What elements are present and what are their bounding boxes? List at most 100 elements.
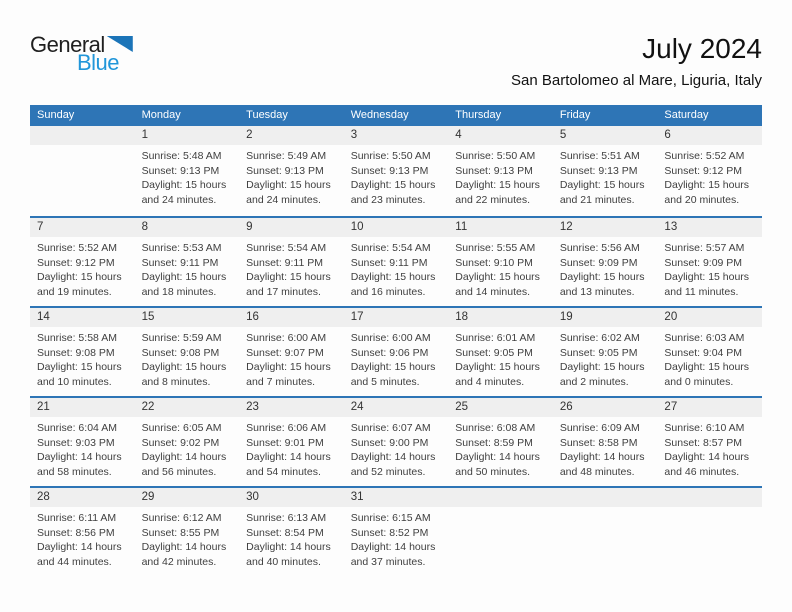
day-number xyxy=(30,126,135,145)
day-info: Sunrise: 5:49 AM Sunset: 9:13 PM Dayligh… xyxy=(239,145,344,207)
daylight-text: Daylight: 15 hours and 13 minutes. xyxy=(559,271,645,298)
sunrise-text: Sunrise: 5:51 AM xyxy=(559,150,640,162)
month-title: July 2024 xyxy=(642,33,762,64)
day-number: 28 xyxy=(30,488,135,507)
daylight-text: Daylight: 14 hours and 42 minutes. xyxy=(141,541,227,568)
day-info: Sunrise: 6:09 AM Sunset: 8:58 PM Dayligh… xyxy=(553,417,658,479)
day-number: 21 xyxy=(30,398,135,417)
day-cell-1: 1 Sunrise: 5:48 AM Sunset: 9:13 PM Dayli… xyxy=(134,126,240,216)
day-cell-empty xyxy=(30,126,135,216)
daylight-text: Daylight: 15 hours and 24 minutes. xyxy=(246,179,331,206)
sunrise-text: Sunrise: 6:02 AM xyxy=(559,332,640,344)
day-number: 5 xyxy=(552,126,658,145)
day-cell-19: 19 Sunrise: 6:02 AM Sunset: 9:05 PM Dayl… xyxy=(552,308,658,396)
day-number xyxy=(657,488,762,507)
sunset-text: Sunset: 9:12 PM xyxy=(37,256,115,269)
weekday-header-sunday: Sunday xyxy=(37,109,75,121)
day-info: Sunrise: 5:51 AM Sunset: 9:13 PM Dayligh… xyxy=(553,145,658,207)
day-cell-23: 23 Sunrise: 6:06 AM Sunset: 9:01 PM Dayl… xyxy=(239,398,344,486)
sunset-text: Sunset: 9:06 PM xyxy=(350,346,429,359)
sunset-text: Sunset: 9:13 PM xyxy=(559,164,638,177)
day-number xyxy=(552,488,658,507)
day-number: 9 xyxy=(239,218,344,237)
day-number: 15 xyxy=(134,308,240,327)
sunset-text: Sunset: 8:52 PM xyxy=(350,526,429,539)
day-info: Sunrise: 5:52 AM Sunset: 9:12 PM Dayligh… xyxy=(30,237,135,299)
day-info: Sunrise: 6:04 AM Sunset: 9:03 PM Dayligh… xyxy=(30,417,135,479)
daylight-text: Daylight: 15 hours and 23 minutes. xyxy=(350,179,436,206)
day-cell-16: 16 Sunrise: 6:00 AM Sunset: 9:07 PM Dayl… xyxy=(239,308,344,396)
day-number: 3 xyxy=(343,126,449,145)
day-number: 13 xyxy=(657,218,762,237)
day-info: Sunrise: 6:00 AM Sunset: 9:07 PM Dayligh… xyxy=(239,327,344,389)
sunrise-text: Sunrise: 6:06 AM xyxy=(246,422,327,434)
day-number: 19 xyxy=(552,308,658,327)
daylight-text: Daylight: 15 hours and 19 minutes. xyxy=(37,271,122,298)
calendar-table: Sunday Monday Tuesday Wednesday Thursday Frid… xyxy=(30,105,762,576)
sunrise-text: Sunrise: 6:13 AM xyxy=(246,512,327,524)
sunset-text: Sunset: 9:12 PM xyxy=(664,164,743,177)
day-info: Sunrise: 6:13 AM Sunset: 8:54 PM Dayligh… xyxy=(239,507,344,569)
day-cell-15: 15 Sunrise: 5:59 AM Sunset: 9:08 PM Dayl… xyxy=(134,308,240,396)
sunrise-text: Sunrise: 6:00 AM xyxy=(350,332,431,344)
day-info: Sunrise: 5:56 AM Sunset: 9:09 PM Dayligh… xyxy=(553,237,658,299)
day-cell-13: 13 Sunrise: 5:57 AM Sunset: 9:09 PM Dayl… xyxy=(657,218,762,306)
daylight-text: Daylight: 14 hours and 56 minutes. xyxy=(141,451,227,478)
sunset-text: Sunset: 8:57 PM xyxy=(664,436,743,449)
sunset-text: Sunset: 9:07 PM xyxy=(246,346,324,359)
sunset-text: Sunset: 9:11 PM xyxy=(246,256,323,269)
day-info: Sunrise: 6:05 AM Sunset: 9:02 PM Dayligh… xyxy=(135,417,240,479)
daylight-text: Daylight: 15 hours and 22 minutes. xyxy=(455,179,540,206)
day-number: 31 xyxy=(343,488,449,507)
day-cell-3: 3 Sunrise: 5:50 AM Sunset: 9:13 PM Dayli… xyxy=(343,126,449,216)
day-info xyxy=(657,507,762,511)
day-cell-12: 12 Sunrise: 5:56 AM Sunset: 9:09 PM Dayl… xyxy=(552,218,658,306)
day-cell-30: 30 Sunrise: 6:13 AM Sunset: 8:54 PM Dayl… xyxy=(239,488,344,576)
sunrise-text: Sunrise: 5:54 AM xyxy=(350,242,431,254)
daylight-text: Daylight: 14 hours and 54 minutes. xyxy=(246,451,331,478)
daylight-text: Daylight: 15 hours and 20 minutes. xyxy=(664,179,750,206)
day-info: Sunrise: 6:15 AM Sunset: 8:52 PM Dayligh… xyxy=(344,507,449,569)
day-cell-31: 31 Sunrise: 6:15 AM Sunset: 8:52 PM Dayl… xyxy=(343,488,449,576)
page-header: General Blue July 2024 San Bartolomeo al… xyxy=(30,33,762,89)
daylight-text: Daylight: 15 hours and 21 minutes. xyxy=(559,179,645,206)
day-number: 7 xyxy=(30,218,135,237)
daylight-text: Daylight: 15 hours and 8 minutes. xyxy=(141,361,227,388)
day-number: 11 xyxy=(448,218,553,237)
day-number: 6 xyxy=(657,126,762,145)
sunrise-text: Sunrise: 5:57 AM xyxy=(664,242,745,254)
sunrise-text: Sunrise: 5:54 AM xyxy=(246,242,327,254)
weekday-header-monday: Monday xyxy=(141,109,181,121)
daylight-text: Daylight: 15 hours and 17 minutes. xyxy=(246,271,331,298)
daylight-text: Daylight: 14 hours and 44 minutes. xyxy=(37,541,122,568)
day-cell-5: 5 Sunrise: 5:51 AM Sunset: 9:13 PM Dayli… xyxy=(552,126,658,216)
daylight-text: Daylight: 14 hours and 58 minutes. xyxy=(37,451,122,478)
day-info: Sunrise: 6:03 AM Sunset: 9:04 PM Dayligh… xyxy=(657,327,762,389)
day-cell-29: 29 Sunrise: 6:12 AM Sunset: 8:55 PM Dayl… xyxy=(134,488,240,576)
day-number: 27 xyxy=(657,398,762,417)
sunset-text: Sunset: 9:02 PM xyxy=(141,436,220,449)
day-info: Sunrise: 5:50 AM Sunset: 9:13 PM Dayligh… xyxy=(344,145,449,207)
daylight-text: Daylight: 15 hours and 24 minutes. xyxy=(141,179,227,206)
day-info: Sunrise: 5:50 AM Sunset: 9:13 PM Dayligh… xyxy=(448,145,553,207)
day-number xyxy=(448,488,553,507)
day-info: Sunrise: 6:12 AM Sunset: 8:55 PM Dayligh… xyxy=(135,507,240,569)
sunrise-text: Sunrise: 6:05 AM xyxy=(141,422,222,434)
daylight-text: Daylight: 15 hours and 10 minutes. xyxy=(37,361,122,388)
general-blue-logo: General Blue xyxy=(30,34,133,74)
sunrise-text: Sunrise: 5:53 AM xyxy=(141,242,222,254)
day-number: 4 xyxy=(448,126,553,145)
week-row: 28 Sunrise: 6:11 AM Sunset: 8:56 PM Dayl… xyxy=(30,486,762,576)
day-info: Sunrise: 5:54 AM Sunset: 9:11 PM Dayligh… xyxy=(239,237,344,299)
day-info: Sunrise: 5:55 AM Sunset: 9:10 PM Dayligh… xyxy=(448,237,553,299)
day-number: 10 xyxy=(343,218,449,237)
day-info: Sunrise: 5:48 AM Sunset: 9:13 PM Dayligh… xyxy=(135,145,240,207)
day-cell-28: 28 Sunrise: 6:11 AM Sunset: 8:56 PM Dayl… xyxy=(30,488,135,576)
day-number: 29 xyxy=(134,488,240,507)
day-cell-24: 24 Sunrise: 6:07 AM Sunset: 9:00 PM Dayl… xyxy=(343,398,449,486)
daylight-text: Daylight: 15 hours and 2 minutes. xyxy=(559,361,645,388)
sunset-text: Sunset: 9:03 PM xyxy=(37,436,115,449)
day-number: 24 xyxy=(343,398,449,417)
daylight-text: Daylight: 15 hours and 7 minutes. xyxy=(246,361,331,388)
sunset-text: Sunset: 8:56 PM xyxy=(37,526,115,539)
